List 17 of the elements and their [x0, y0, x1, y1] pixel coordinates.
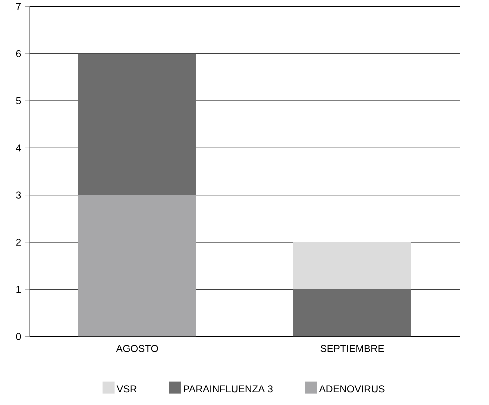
bar [294, 242, 412, 290]
bar [78, 195, 196, 337]
x-tick-label: SEPTIEMBRE [320, 345, 384, 352]
y-tick-label: 2 [16, 239, 22, 246]
y-tick-label: 6 [16, 50, 22, 58]
y-tick-label: 1 [16, 286, 22, 294]
bar [78, 54, 196, 196]
y-tick-label: 5 [16, 98, 22, 105]
y-tick-label: 4 [16, 144, 22, 152]
x-tick-label: AGOSTO [116, 345, 158, 352]
y-tick-label: 0 [16, 333, 22, 340]
bar [294, 290, 412, 337]
legend-label: ADENOVIRUS [319, 386, 385, 393]
y-tick-label: 3 [16, 192, 22, 199]
legend-label: PARAINFLUENZA 3 [184, 386, 273, 393]
y-tick-label: 7 [16, 3, 22, 10]
legend-label: VSR [116, 386, 137, 393]
